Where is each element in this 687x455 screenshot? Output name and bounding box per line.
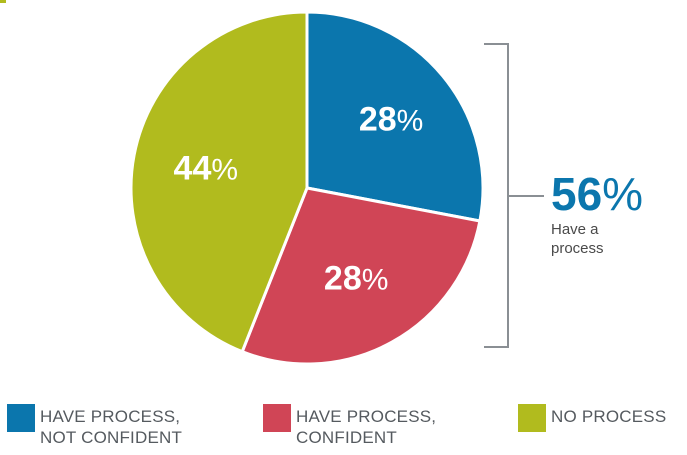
bracket-vertical-line: [507, 43, 509, 348]
legend-swatch-blue: [7, 404, 35, 432]
callout-caption: Have a process: [551, 221, 604, 257]
pie-slice-value-label: 28%: [324, 259, 389, 297]
pie-chart: 28% 28% 44%: [129, 10, 485, 366]
pie-slice-no-process: [129, 10, 309, 354]
legend-label: NO PROCESS: [551, 407, 667, 426]
bracket-pointer: [509, 195, 544, 197]
pie-slice-value-label: 44%: [174, 150, 239, 188]
legend-item-have-process-not-confident: HAVE PROCESS, NOT CONFIDENT: [7, 404, 182, 448]
callout-value: 56%: [551, 168, 643, 220]
callout-number: 56: [551, 168, 603, 220]
top-accent-bar: [0, 0, 6, 3]
bracket-bottom-tick: [484, 346, 509, 348]
legend-swatch-olive: [518, 404, 546, 432]
legend-swatch-red: [263, 404, 291, 432]
callout-percent-sign: %: [602, 168, 644, 220]
pie-slice-have-process-confident: [240, 186, 482, 366]
bracket-top-tick: [484, 43, 509, 45]
pie-slice-have-process-not-confident: [305, 10, 485, 223]
legend-item-no-process: NO PROCESS: [518, 404, 666, 432]
legend-label: HAVE PROCESS, CONFIDENT: [296, 407, 437, 447]
pie-slice-value-label: 28%: [359, 100, 424, 138]
legend-item-have-process-confident: HAVE PROCESS, CONFIDENT: [263, 404, 436, 448]
callout: 56% Have a process: [551, 168, 643, 258]
legend-label: HAVE PROCESS, NOT CONFIDENT: [40, 407, 183, 447]
